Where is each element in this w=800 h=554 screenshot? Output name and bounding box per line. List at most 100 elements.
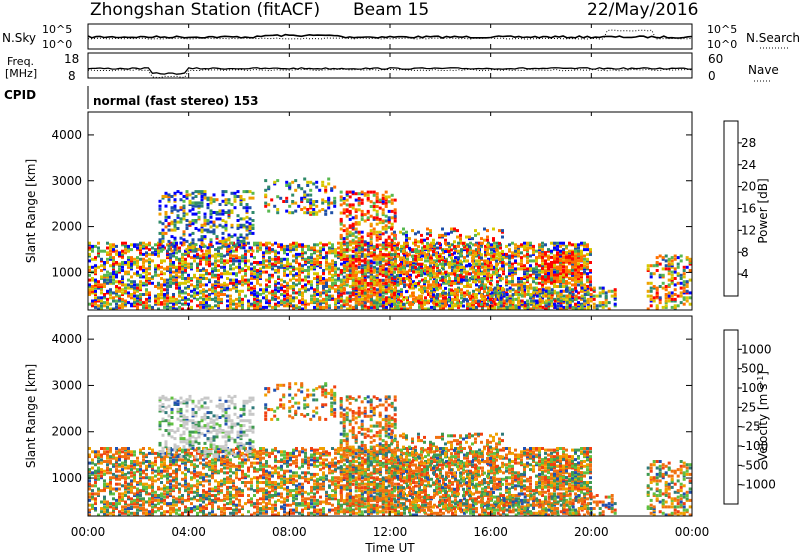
heatmap-cell [523, 272, 526, 276]
heatmap-cell [298, 280, 301, 284]
heatmap-cell [361, 294, 364, 298]
heatmap-cell [538, 288, 541, 292]
heatmap-cell [571, 260, 574, 264]
heatmap-cell [342, 304, 346, 308]
heatmap-cell [292, 288, 295, 292]
heatmap-cell [580, 243, 583, 247]
heatmap-cell [472, 254, 475, 258]
heatmap-cell [412, 269, 415, 272]
heatmap-cell [214, 259, 217, 263]
heatmap-cell [264, 204, 268, 208]
heatmap-cell [100, 269, 103, 272]
heatmap-cell [441, 256, 444, 260]
heatmap-cell [496, 246, 499, 250]
heatmap-cell [164, 212, 168, 216]
heatmap-cell [277, 243, 280, 247]
heatmap-cell [169, 305, 172, 309]
heatmap-cell [220, 301, 223, 305]
heatmap-cell [212, 198, 216, 202]
heatmap-cell [357, 254, 361, 258]
heatmap-cell [175, 269, 178, 272]
heatmap-cell [405, 290, 408, 294]
heatmap-cell [200, 235, 204, 239]
heatmap-cell [241, 277, 244, 280]
heatmap-cell [456, 298, 459, 302]
heatmap-cell [274, 261, 277, 264]
heatmap-cell [486, 291, 489, 295]
heatmap-cell [115, 305, 118, 309]
heatmap-cell [433, 285, 436, 288]
heatmap-cell [556, 241, 559, 245]
heatmap-cell [154, 273, 157, 277]
heatmap-cell [280, 248, 283, 252]
heatmap-cell [178, 246, 181, 250]
heatmap-cell [139, 288, 142, 292]
heatmap-cell [235, 254, 238, 258]
heatmap-cell [349, 262, 352, 266]
heatmap-cell [158, 207, 162, 211]
heatmap-cell [319, 281, 322, 285]
heatmap-cell [208, 293, 211, 296]
heatmap-cell [375, 261, 379, 265]
heatmap-cell [91, 277, 94, 280]
heatmap-cell [466, 244, 469, 248]
heatmap-cell [312, 203, 316, 207]
heatmap-cell [173, 246, 177, 250]
heatmap-cell [324, 185, 328, 189]
heatmap-cell [496, 280, 499, 284]
heatmap-cell [580, 283, 583, 287]
heatmap-cell [523, 301, 526, 305]
heatmap-cell [583, 296, 586, 300]
heatmap-cell [313, 262, 316, 266]
heatmap-cell [200, 238, 204, 242]
heatmap-cell [535, 294, 539, 298]
heatmap-cell [436, 301, 439, 305]
heatmap-cell [529, 241, 532, 245]
heatmap-cell [310, 259, 313, 263]
heatmap-cell [388, 264, 391, 268]
heatmap-cell [346, 264, 349, 268]
heatmap-cell [577, 291, 580, 295]
heatmap-cell [121, 241, 124, 245]
heatmap-cell [400, 293, 403, 296]
heatmap-cell [459, 266, 462, 269]
heatmap-cell [496, 294, 500, 298]
heatmap-cell [319, 307, 322, 311]
heatmap-cell [462, 243, 465, 247]
heatmap-cell [517, 288, 521, 292]
heatmap-cell [242, 239, 246, 243]
heatmap-cell [559, 307, 563, 311]
heatmap-cell [295, 278, 298, 282]
heatmap-cell [468, 272, 471, 276]
heatmap-cell [322, 272, 325, 276]
heatmap-cell [292, 248, 295, 252]
heatmap-cell [348, 190, 352, 194]
heatmap-cell [465, 264, 468, 268]
heatmap-cell [448, 283, 451, 287]
heatmap-cell [568, 305, 572, 309]
heatmap-cell [112, 299, 115, 303]
heatmap-cell [313, 297, 316, 301]
heatmap-cell [166, 302, 169, 306]
heatmap-cell [541, 267, 544, 271]
heatmap-cell [508, 269, 511, 272]
heatmap-cell [304, 278, 307, 282]
heatmap-cell [340, 246, 343, 250]
heatmap-cell [292, 254, 295, 258]
heatmap-cell [109, 280, 112, 284]
heatmap-cell [495, 269, 498, 273]
heatmap-cell [646, 281, 650, 285]
heatmap-cell [474, 294, 477, 298]
heatmap-cell [245, 227, 249, 230]
heatmap-cell [301, 269, 304, 272]
heatmap-cell [436, 273, 439, 277]
heatmap-cell [148, 291, 151, 295]
heatmap-cell [276, 195, 280, 199]
heatmap-cell [348, 203, 352, 207]
heatmap-cell [191, 249, 195, 253]
heatmap-cell [205, 294, 208, 298]
heatmap-cell [589, 261, 592, 264]
heatmap-cell [312, 200, 316, 203]
heatmap-cell [562, 260, 565, 264]
heatmap-cell [514, 249, 517, 253]
